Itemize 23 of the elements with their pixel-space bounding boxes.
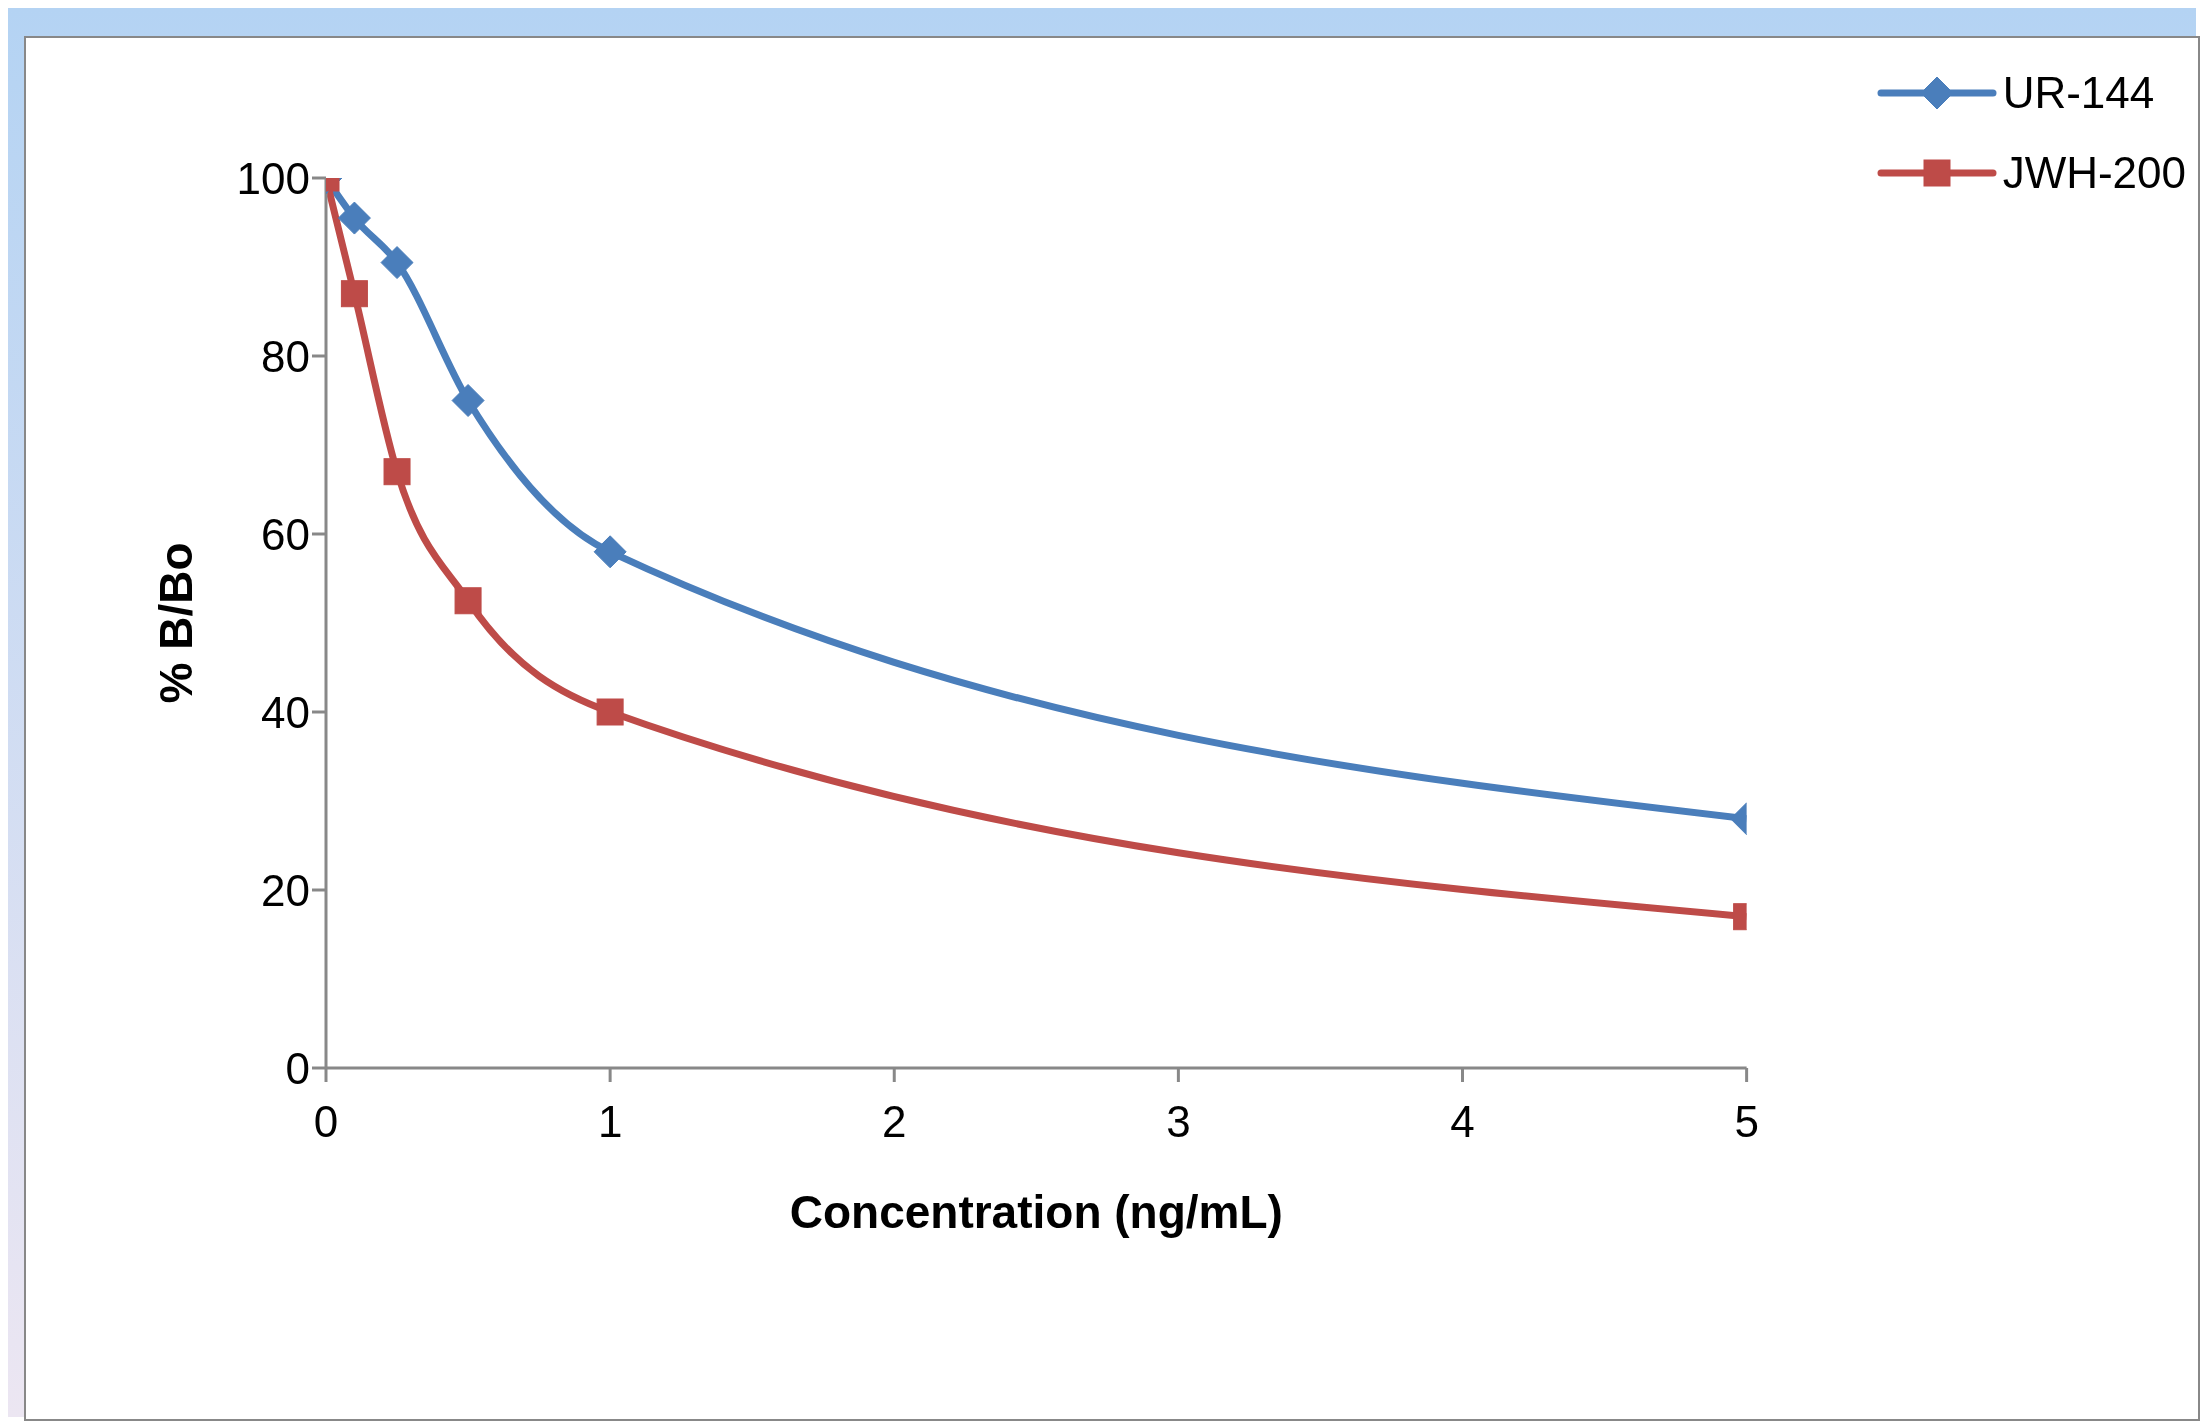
- x-axis-title: Concentration (ng/mL): [789, 1186, 1283, 1238]
- point: [383, 458, 411, 486]
- y-tick-label: 40: [261, 687, 310, 737]
- point: [454, 587, 482, 615]
- legend-label: JWH-200: [2002, 148, 2186, 198]
- y-tick-label: 100: [236, 153, 310, 203]
- point: [380, 246, 414, 280]
- legend-label: UR-144: [2002, 68, 2155, 118]
- x-tick-label: 1: [597, 1097, 623, 1147]
- y-tick-label: 60: [261, 509, 310, 559]
- x-tick-label: 4: [1450, 1097, 1475, 1147]
- x-tick-label: 2: [882, 1097, 907, 1147]
- point: [451, 384, 485, 417]
- y-tick-label: 20: [261, 865, 310, 915]
- point: [596, 698, 624, 726]
- x-tick-label: 3: [1166, 1097, 1191, 1147]
- y-axis-title: % B/Bo: [150, 542, 203, 704]
- point: [593, 535, 627, 569]
- point: [337, 201, 371, 235]
- y-tick-label: 80: [261, 331, 310, 381]
- y-tick-label: 0: [285, 1043, 310, 1093]
- point: [340, 280, 368, 308]
- x-tick-label: 5: [1734, 1097, 1759, 1147]
